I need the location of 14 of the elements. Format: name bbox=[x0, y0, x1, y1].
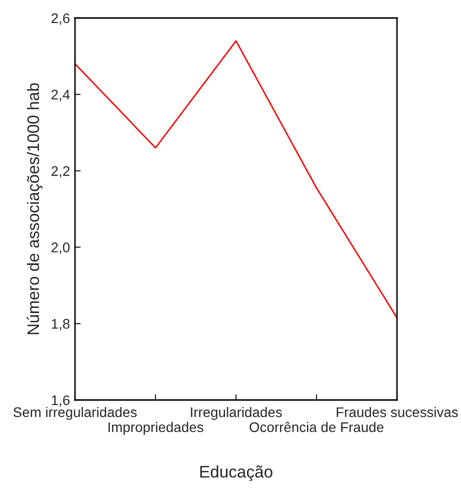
x-tick-label: Irregularidades bbox=[190, 406, 282, 420]
y-axis-title: Número de associações/1000 hab bbox=[26, 83, 42, 334]
x-tick-label: Fraudes sucessivas bbox=[336, 406, 458, 418]
x-tick-label: Sem irregularidades bbox=[13, 406, 137, 420]
y-tick-label: 2,0 bbox=[52, 242, 70, 254]
y-tick-label: 2,6 bbox=[52, 13, 70, 25]
y-tick-label: 1,6 bbox=[52, 395, 70, 407]
y-tick-label: 2,4 bbox=[52, 90, 70, 102]
x-tick-label: Ocorrência de Fraude bbox=[250, 422, 384, 432]
y-tick-label: 1,8 bbox=[52, 318, 70, 330]
x-tick-label: Impropriedades bbox=[108, 422, 204, 435]
y-tick-label: 2,2 bbox=[52, 166, 70, 178]
line-series bbox=[75, 40, 397, 319]
x-axis-title: Educação bbox=[200, 465, 272, 482]
